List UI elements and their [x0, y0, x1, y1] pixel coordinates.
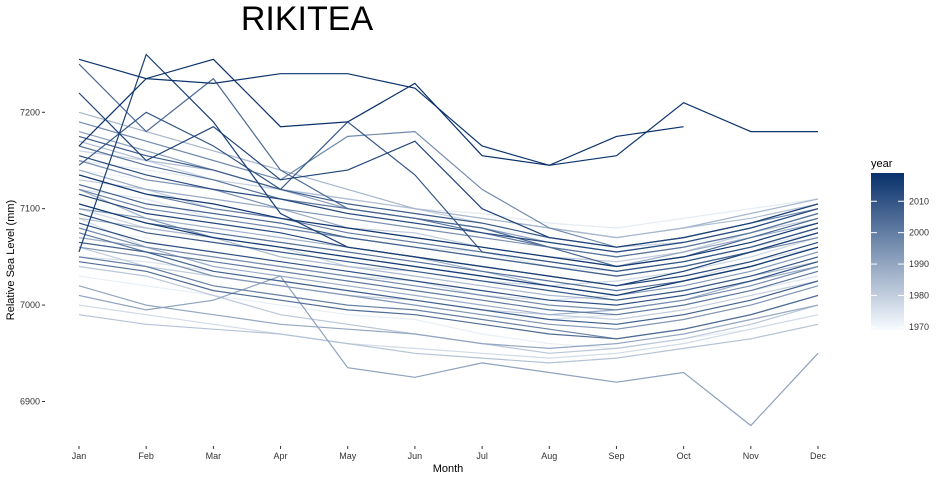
series-line-1994	[78, 246, 819, 330]
series-line-1972	[78, 275, 819, 350]
series-line-2012	[78, 155, 819, 253]
series-line-2011	[78, 222, 819, 306]
series-line-1988	[78, 237, 819, 316]
series-line-2001	[78, 232, 819, 316]
series-line-2002	[78, 145, 819, 258]
legend-tick-label: 2010	[909, 196, 929, 206]
legend-tick-label: 1970	[909, 322, 929, 332]
x-tick-label: Jul	[476, 451, 488, 461]
series-line-1991	[78, 275, 819, 427]
series-line-2009	[78, 212, 819, 301]
x-tick-label: Sep	[608, 451, 624, 461]
series-line-2005	[78, 63, 819, 268]
series-line-1981	[78, 179, 819, 263]
x-tick-label: Apr	[274, 451, 288, 461]
series-line-1996	[78, 227, 819, 311]
series-lines	[78, 53, 819, 427]
y-tick-label: 6900	[20, 396, 40, 406]
x-tick-label: Nov	[743, 451, 760, 461]
legend-colorbar	[871, 173, 904, 330]
x-tick-label: Jan	[72, 451, 87, 461]
series-line-1990	[78, 285, 819, 350]
legend-ticks: 1970 1980 1990 2000 2010	[871, 196, 929, 332]
y-tick-label: 7100	[20, 204, 40, 214]
y-axis-label: Relative Sea Level (mm)	[5, 200, 17, 320]
x-tick-label: Dec	[810, 451, 827, 461]
series-line-2017	[78, 174, 819, 268]
series-line-2010	[78, 111, 819, 272]
x-axis-label: Month	[433, 463, 464, 475]
y-tick-label: 7000	[20, 300, 40, 310]
series-line-1973	[78, 159, 819, 229]
legend-tick-label: 1980	[909, 290, 929, 300]
x-tick-label: Aug	[541, 451, 557, 461]
series-line-2006	[78, 184, 819, 277]
x-tick-label: Mar	[206, 451, 222, 461]
series-line-2004	[78, 261, 819, 340]
x-tick-label: Oct	[677, 451, 692, 461]
series-line-1983	[78, 314, 819, 364]
y-axis: 6900 7000 7100 7200	[20, 107, 45, 406]
series-line-2014	[78, 92, 819, 248]
series-line-2007	[78, 241, 819, 325]
series-line-2016	[78, 203, 819, 297]
x-axis: Jan Feb Mar Apr May Jun Jul Aug Sep Oct Nov Dec	[72, 446, 827, 461]
series-line-2018	[78, 58, 818, 166]
series-line-1969	[78, 198, 819, 287]
series-line-1977	[78, 304, 819, 359]
x-tick-label: Jun	[408, 451, 423, 461]
legend-tick-label: 1990	[909, 259, 929, 269]
x-tick-label: Feb	[138, 451, 154, 461]
legend-title: year	[871, 158, 893, 170]
y-tick-label: 7200	[20, 107, 40, 117]
chart-title: RIKITEA	[241, 0, 374, 38]
x-tick-label: May	[339, 451, 357, 461]
series-line-1971	[78, 169, 819, 248]
series-line-2015	[78, 53, 819, 287]
series-line-2019	[78, 58, 684, 166]
legend-tick-label: 2000	[909, 228, 929, 238]
legend: year 1970 1980 1990 2000 2010	[871, 158, 929, 332]
